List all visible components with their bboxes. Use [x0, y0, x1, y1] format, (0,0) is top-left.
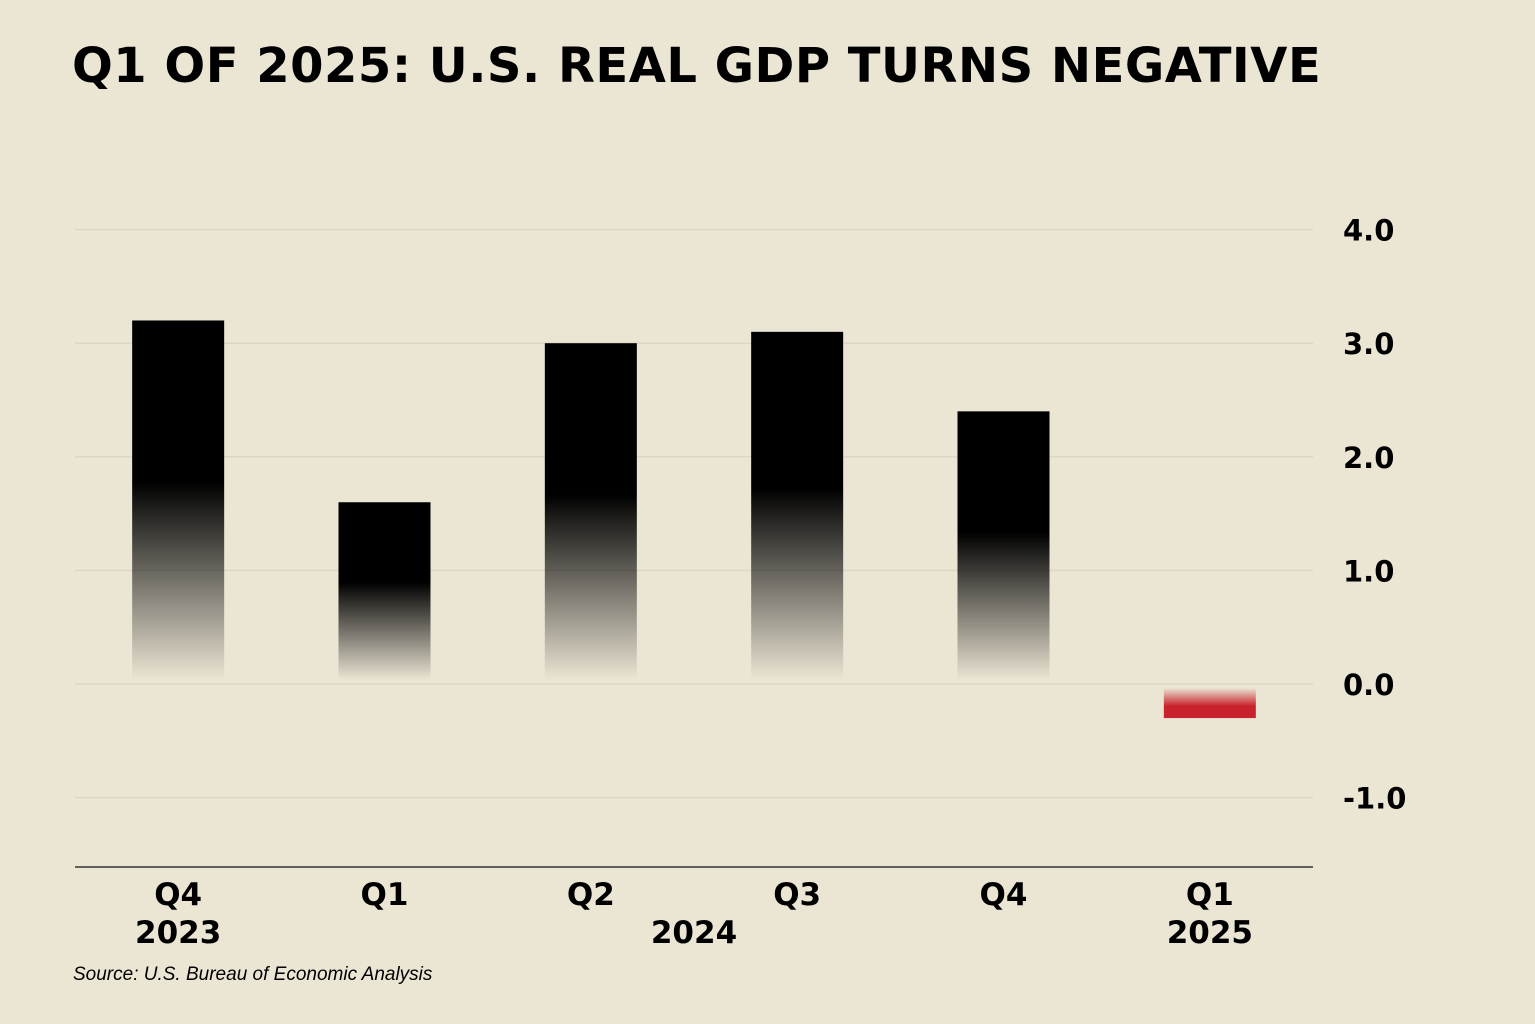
- y-tick-label: 3.0: [1343, 327, 1394, 361]
- y-tick-label: 0.0: [1343, 668, 1394, 702]
- x-tick-label: Q4: [154, 877, 202, 913]
- source-note: Source: U.S. Bureau of Economic Analysis: [73, 964, 433, 985]
- bar-5-negative: [1163, 688, 1256, 719]
- x-tick-label: Q1: [1186, 877, 1234, 913]
- y-tick-label: -1.0: [1343, 782, 1406, 816]
- bar-4: [957, 411, 1050, 680]
- x-year-label: 2023: [135, 915, 221, 951]
- y-tick-label: 4.0: [1343, 214, 1394, 248]
- bars: [132, 320, 1256, 719]
- y-tick-label: 2.0: [1343, 441, 1394, 475]
- bar-1: [338, 502, 431, 680]
- x-year-label: 2025: [1167, 915, 1253, 951]
- x-tick-label: Q3: [773, 877, 821, 913]
- y-tick-label: 1.0: [1343, 554, 1394, 588]
- x-year-label: 2024: [651, 915, 737, 951]
- gridlines: [75, 228, 1313, 799]
- x-tick-label: Q4: [980, 877, 1028, 913]
- bar-2: [544, 343, 637, 680]
- bar-0: [132, 320, 225, 680]
- x-tick-label: Q2: [567, 877, 615, 913]
- x-axis: Q4 Q1 Q2 Q3 Q4 Q1 2023 2024 2025: [75, 866, 1313, 951]
- chart-title: Q1 OF 2025: U.S. REAL GDP TURNS NEGATIVE: [72, 38, 1322, 94]
- y-axis: 4.0 3.0 2.0 1.0 0.0 -1.0: [1343, 214, 1406, 816]
- x-tick-label: Q1: [361, 877, 409, 913]
- bar-3: [751, 331, 844, 680]
